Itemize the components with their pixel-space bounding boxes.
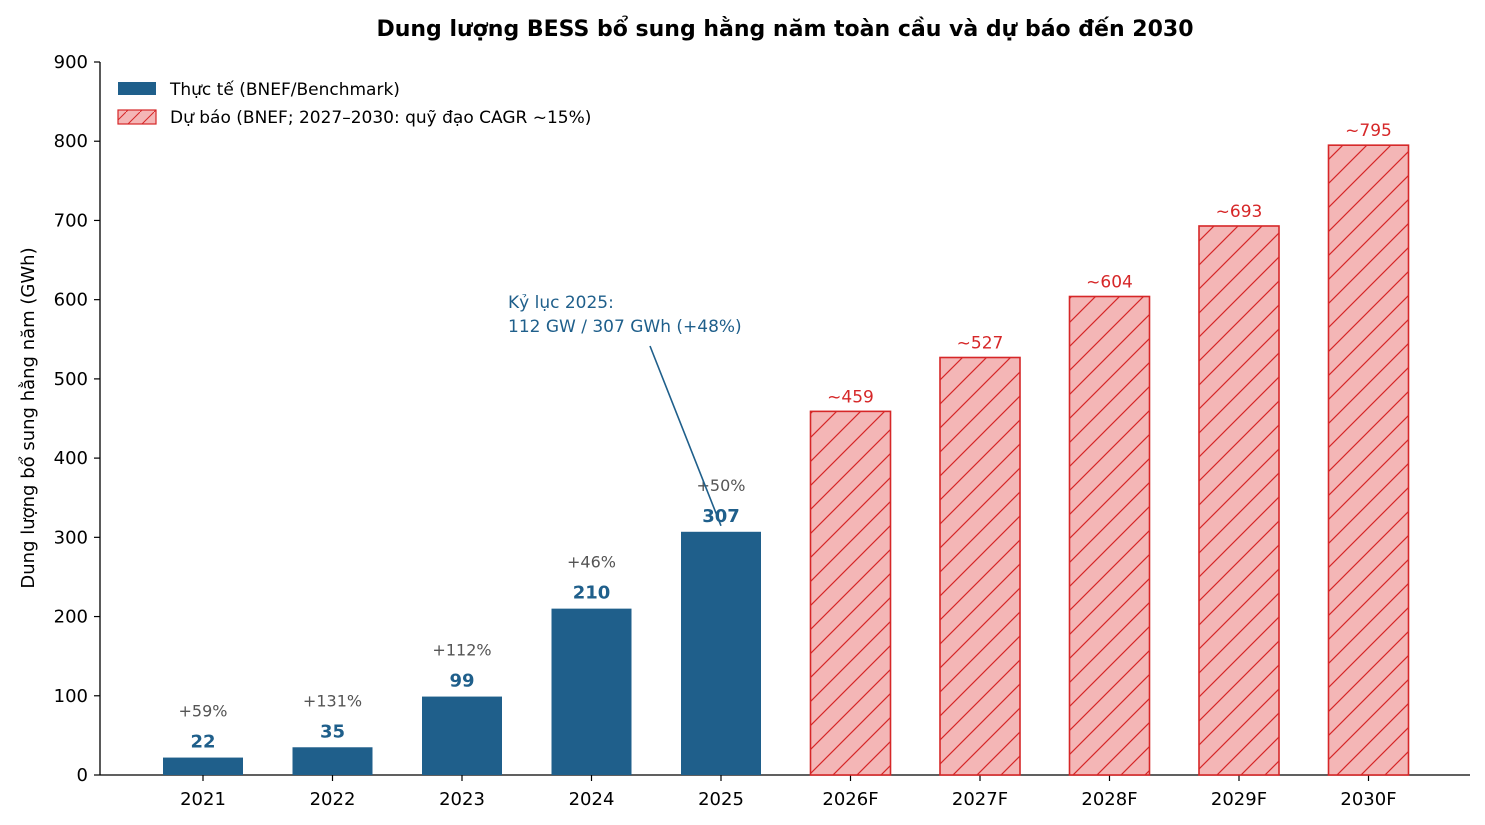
bar-growth-label: +59%: [179, 702, 228, 721]
y-tick-label: 400: [54, 448, 88, 469]
bar-actual: [681, 531, 761, 775]
bar-growth-label: +112%: [432, 641, 491, 660]
legend-swatch-forecast: [117, 109, 157, 125]
annotation-record-2025: Kỷ lục 2025: 112 GW / 307 GWh (+48%): [508, 293, 742, 527]
bar-growth-label: +50%: [697, 476, 746, 495]
legend-swatch-actual: [118, 82, 156, 95]
y-tick-label: 900: [54, 52, 88, 73]
annotation-line-1: Kỷ lục 2025:: [508, 293, 614, 313]
bar-forecast-value-label: ~527: [957, 333, 1004, 353]
bar-value-label: 35: [320, 721, 345, 742]
legend-label-forecast: Dự báo (BNEF; 2027–2030: quỹ đạo CAGR ~1…: [170, 108, 591, 128]
bar-forecast: [809, 410, 892, 776]
bar-actual: [292, 747, 373, 775]
bar-value-label: 210: [573, 583, 611, 604]
y-tick-label: 800: [54, 131, 88, 152]
bar-actual: [551, 608, 632, 775]
bar-forecast: [1068, 295, 1151, 776]
x-tick-label: 2023: [439, 789, 485, 810]
chart-title: Dung lượng BESS bổ sung hằng năm toàn cầ…: [376, 16, 1193, 42]
bar-value-label: 99: [449, 671, 474, 692]
y-axis-label: Dung lượng bổ sung hằng năm (GWh): [18, 247, 39, 588]
bar-forecast: [1198, 225, 1280, 776]
annotation-line-2: 112 GW / 307 GWh (+48%): [508, 317, 742, 337]
bar-forecast: [1327, 144, 1410, 776]
legend: Thực tế (BNEF/Benchmark) Dự báo (BNEF; 2…: [117, 79, 591, 128]
bar-forecast-value-label: ~459: [827, 387, 874, 407]
x-tick-label: 2030F: [1340, 789, 1396, 810]
y-tick-label: 700: [54, 210, 88, 231]
y-tick-label: 300: [54, 527, 88, 548]
plot-area: 0 100 200 300 400 500 600 700 800 900 2021 2022 2023…: [54, 52, 1470, 810]
bar-growth-label: +46%: [567, 553, 616, 572]
y-tick-label: 100: [54, 686, 88, 707]
bar-actual: [163, 757, 243, 775]
x-tick-label: 2024: [569, 789, 615, 810]
legend-label-actual: Thực tế (BNEF/Benchmark): [169, 79, 400, 100]
annotation-arrow: [649, 345, 722, 527]
y-tick-label: 0: [77, 765, 88, 786]
y-tick-label: 200: [54, 607, 88, 628]
x-tick-label: 2029F: [1211, 789, 1267, 810]
y-tick-label: 500: [54, 369, 88, 390]
x-tick-label: 2022: [310, 789, 356, 810]
bar-forecast-value-label: ~693: [1216, 202, 1263, 222]
bar-forecast-value-label: ~604: [1086, 272, 1133, 292]
bar-value-label: 22: [190, 732, 215, 753]
x-tick-label: 2028F: [1081, 789, 1137, 810]
x-tick-label: 2021: [180, 789, 226, 810]
bar-growth-label: +131%: [303, 691, 362, 710]
y-tick-label: 600: [54, 290, 88, 311]
bar-forecast-value-label: ~795: [1345, 121, 1392, 141]
bar-actual: [422, 696, 502, 775]
x-tick-label: 2025: [698, 789, 744, 810]
x-tick-label: 2027F: [952, 789, 1008, 810]
x-tick-label: 2026F: [822, 789, 878, 810]
bar-value-label: 307: [702, 506, 740, 527]
bar-forecast: [939, 356, 1021, 776]
